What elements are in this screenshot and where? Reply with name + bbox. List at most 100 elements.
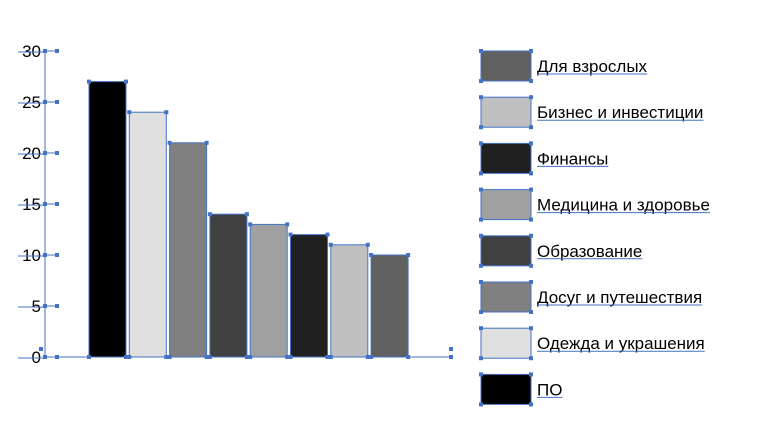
selection-handle <box>529 79 533 83</box>
selection-handle <box>365 355 370 359</box>
selection-handle <box>529 280 533 284</box>
legend-label: Финансы <box>537 149 608 168</box>
selection-handle <box>529 356 533 361</box>
selection-handle <box>43 304 47 308</box>
selection-handle <box>529 187 533 192</box>
selection-handle <box>365 242 370 247</box>
selection-handle <box>479 326 483 331</box>
legend: Для взрослых Бизнес и инвестиции Финансы Ме… <box>479 49 710 407</box>
selection-handle <box>167 140 172 145</box>
selection-handle <box>43 355 47 359</box>
selection-handle <box>204 140 209 145</box>
selection-handle <box>204 355 209 359</box>
selection-handle <box>479 372 483 377</box>
selection-handle <box>244 355 249 359</box>
selection-handle <box>529 171 533 176</box>
selection-handle <box>248 222 253 227</box>
selection-handle <box>43 202 47 206</box>
selection-handle <box>167 355 172 359</box>
selection-handle <box>479 187 483 192</box>
selection-handle <box>529 263 533 268</box>
legend-label: Для взрослых <box>537 57 648 76</box>
legend-label: Образование <box>537 242 642 261</box>
selection-handle <box>328 355 333 359</box>
selection-handle <box>328 242 333 247</box>
legend-swatch <box>480 327 532 359</box>
selection-handle <box>124 79 128 84</box>
legend-label: ПО <box>537 380 562 399</box>
selection-handle <box>479 171 483 176</box>
bar <box>330 244 369 358</box>
selection-handle <box>43 151 47 155</box>
selection-handle <box>87 79 91 84</box>
selection-handle <box>479 356 483 361</box>
selection-handle <box>39 347 43 351</box>
selection-handle <box>248 355 253 359</box>
selection-handle <box>55 253 59 257</box>
selection-handle <box>55 49 59 53</box>
selection-handle <box>529 95 533 100</box>
selection-handle <box>369 253 374 257</box>
selection-handle <box>529 372 533 377</box>
legend-swatch <box>480 281 532 313</box>
selection-handle <box>479 79 483 83</box>
selection-handle <box>529 310 533 314</box>
selection-handle <box>43 253 47 257</box>
selection-handle <box>285 222 290 227</box>
selection-handle <box>43 49 47 53</box>
selection-handle <box>244 212 249 217</box>
selection-handle <box>479 233 483 238</box>
bar <box>128 111 167 358</box>
selection-handle <box>55 355 59 359</box>
selection-handle <box>288 355 293 359</box>
selection-handle <box>124 355 128 359</box>
selection-handle <box>127 355 132 359</box>
selection-handle <box>406 253 411 257</box>
selection-handle <box>164 355 169 359</box>
selection-handle <box>479 95 483 100</box>
selection-handle <box>479 141 483 146</box>
selection-handle <box>529 125 533 130</box>
selection-handle <box>325 232 330 237</box>
selection-handle <box>325 355 330 359</box>
selection-handle <box>529 233 533 238</box>
legend-swatch <box>480 373 532 405</box>
bar <box>88 81 127 358</box>
selection-handle <box>529 217 533 222</box>
selection-handle <box>369 355 374 359</box>
bar <box>290 234 328 358</box>
selection-handle <box>529 402 533 407</box>
selection-handle <box>207 212 212 217</box>
selection-handle <box>406 355 411 359</box>
legend-label: Медицина и здоровье <box>537 196 710 215</box>
selection-handle <box>529 141 533 146</box>
selection-handle <box>87 355 91 359</box>
selection-handle <box>207 355 212 359</box>
legend-label: Одежда и украшения <box>537 334 705 353</box>
selection-handle <box>479 280 483 284</box>
selection-handle <box>479 49 483 53</box>
selection-handle <box>55 151 59 155</box>
selection-handle <box>127 110 132 115</box>
selection-handle <box>55 100 59 104</box>
legend-swatch <box>480 189 532 221</box>
legend-label: Бизнес и инвестиции <box>537 103 703 122</box>
selection-handle <box>529 326 533 331</box>
selection-handle <box>479 402 483 407</box>
selection-handle <box>449 347 453 351</box>
selection-handle <box>529 49 533 53</box>
selection-handle <box>479 263 483 268</box>
legend-label: Досуг и путешествия <box>537 288 702 307</box>
legend-swatch <box>480 50 532 82</box>
selection-handle <box>479 217 483 222</box>
legend-swatch <box>480 142 532 174</box>
selection-handle <box>479 310 483 314</box>
selection-handle <box>55 202 59 206</box>
selection-handle <box>449 355 453 359</box>
bars <box>87 79 411 359</box>
bar <box>249 223 288 358</box>
selection-handle <box>288 232 293 237</box>
selection-handle <box>43 100 47 104</box>
legend-swatch <box>480 235 532 267</box>
